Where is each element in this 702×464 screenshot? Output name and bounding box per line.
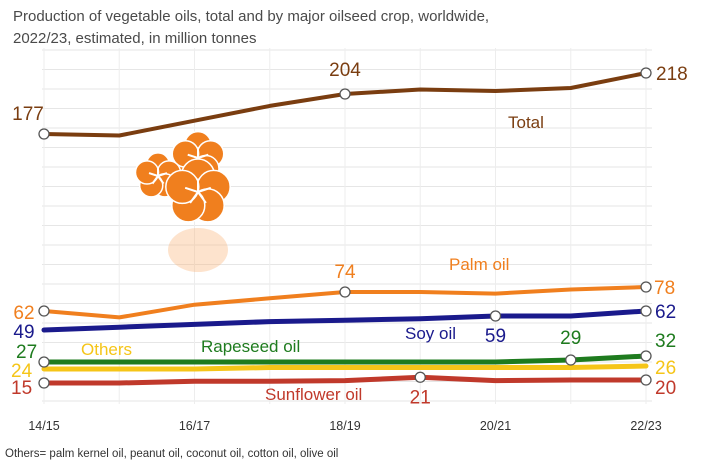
data-label-rapeseed: 29 (560, 328, 581, 349)
data-label-palm: 74 (334, 262, 356, 283)
data-label-soy: 59 (485, 326, 506, 347)
data-point-rapeseed (640, 350, 652, 362)
data-label-rapeseed: 32 (655, 331, 676, 352)
series-name-palm: Palm oil (449, 255, 509, 274)
series-name-rapeseed: Rapeseed oil (201, 337, 300, 356)
data-point-sunflower (38, 377, 50, 389)
flower-blossom (165, 158, 231, 223)
data-point-rapeseed (38, 356, 50, 368)
series-line-soy (41, 308, 649, 333)
data-point-soy (489, 310, 502, 322)
x-tick-label: 20/21 (480, 419, 511, 433)
data-label-palm: 78 (654, 278, 675, 299)
chart-title: Production of vegetable oils, total and … (13, 6, 613, 50)
data-point-sunflower (414, 371, 426, 383)
data-label-total: 177 (12, 104, 44, 125)
data-point-total (38, 128, 50, 140)
data-point-total (339, 88, 351, 100)
series-name-soy: Soy oil (405, 324, 456, 343)
data-label-rapeseed: 27 (16, 342, 37, 363)
data-label-sunflower: 21 (410, 387, 431, 408)
data-label-palm: 62 (13, 303, 34, 324)
data-label-total: 218 (656, 64, 688, 85)
series-line-rapeseed (41, 353, 649, 365)
data-label-soy: 62 (655, 302, 676, 323)
data-point-palm (38, 305, 50, 317)
data-point-palm (640, 281, 652, 293)
data-point-soy (640, 305, 652, 317)
data-point-rapeseed (565, 354, 577, 366)
chart-title-line-1: Production of vegetable oils, total and … (13, 8, 490, 25)
data-label-others: 24 (11, 361, 33, 382)
x-tick-label: 14/15 (28, 419, 59, 433)
x-tick-label: 16/17 (179, 419, 210, 433)
data-point-total (640, 67, 652, 79)
x-tick-label: 18/19 (329, 419, 360, 433)
chart-footnote: Others= palm kernel oil, peanut oil, coc… (5, 448, 339, 460)
data-point-palm (339, 286, 351, 298)
series-name-total: Total (508, 113, 544, 132)
data-label-sunflower: 20 (655, 378, 676, 399)
series-name-sunflower: Sunflower oil (265, 385, 362, 404)
flower-reflection (168, 228, 228, 272)
series-line-sunflower (41, 374, 649, 386)
series-name-others: Others (81, 340, 132, 359)
series-line-others (41, 363, 649, 372)
data-point-sunflower (640, 374, 652, 386)
x-tick-label: 22/23 (630, 419, 661, 433)
data-label-soy: 49 (13, 322, 34, 343)
data-label-sunflower: 15 (11, 378, 32, 399)
chart-title-line-2: 2022/23, estimated, in million tonnes (13, 30, 257, 47)
data-label-total: 204 (329, 60, 361, 81)
data-label-others: 26 (655, 358, 676, 379)
flower-icon (134, 130, 231, 223)
